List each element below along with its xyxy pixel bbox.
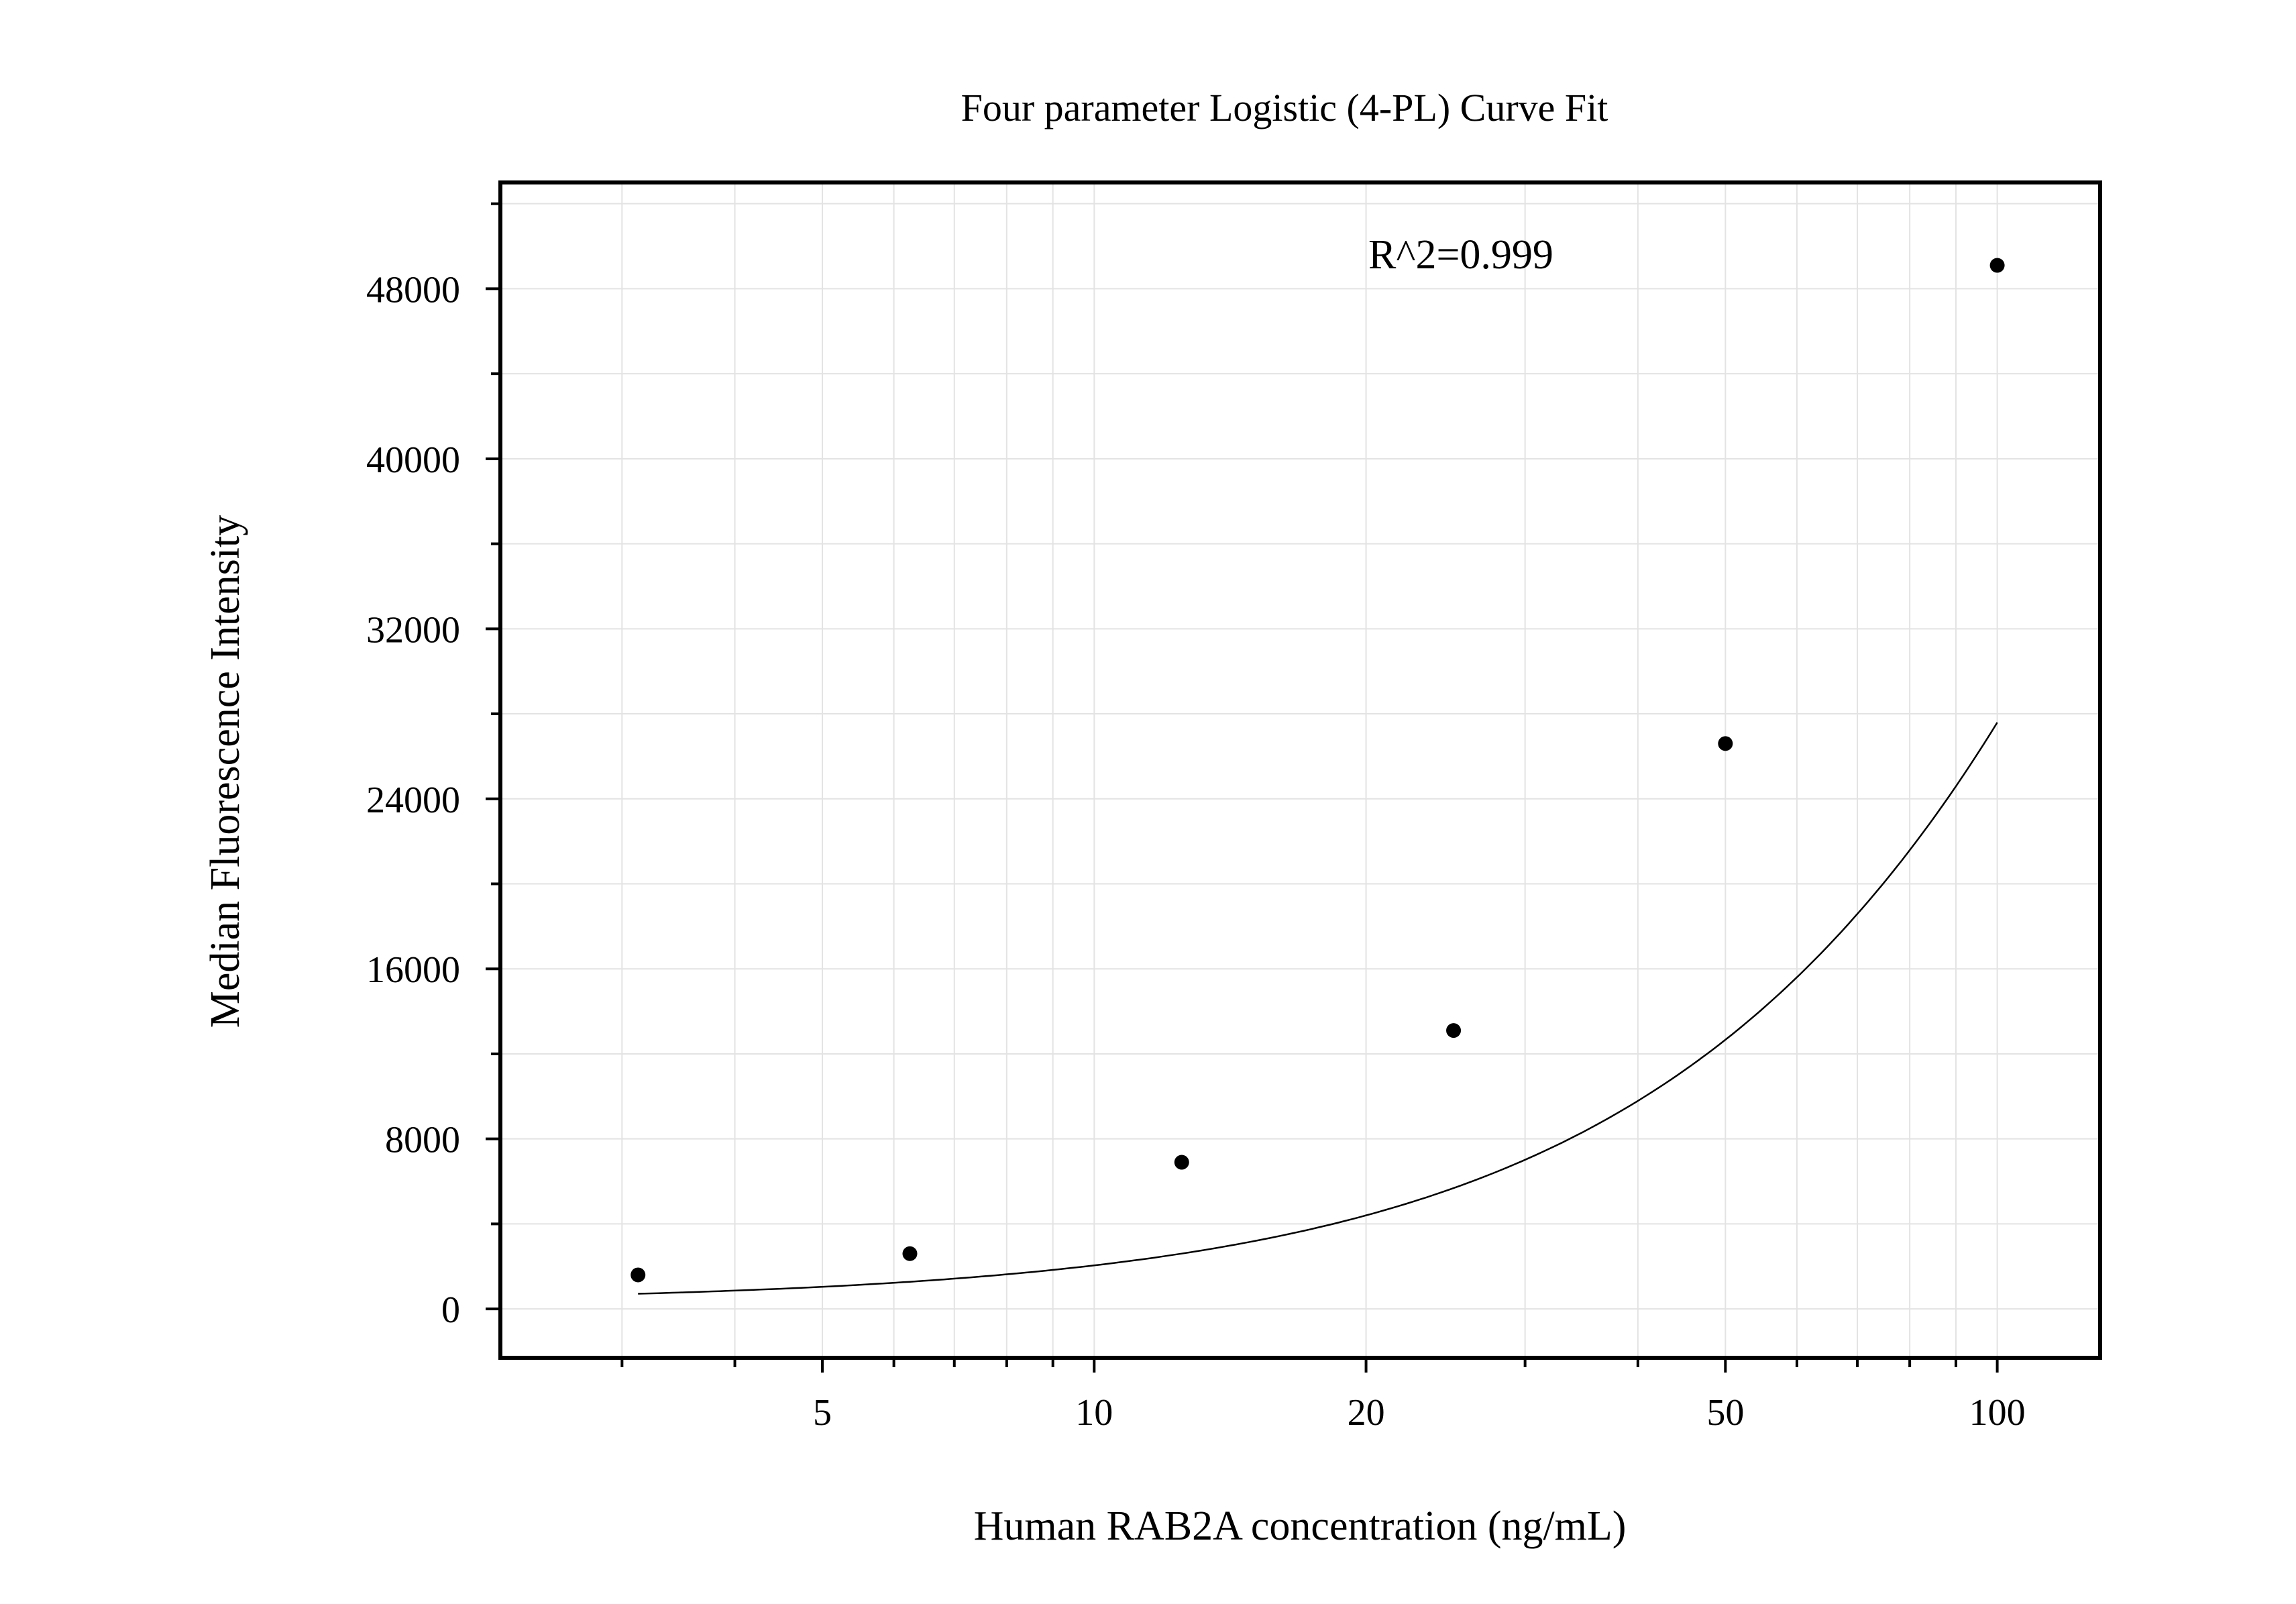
x-tick-label: 100	[1969, 1392, 2026, 1434]
y-axis-label: Median Fluorescence Intensity	[203, 515, 248, 1028]
y-tick-label: 48000	[366, 269, 460, 311]
r-squared-annotation: R^2=0.999	[1368, 232, 1553, 278]
x-tick-label: 50	[1706, 1392, 1744, 1434]
data-points	[631, 258, 2005, 1283]
chart-title: Four parameter Logistic (4-PL) Curve Fit	[961, 86, 1608, 129]
data-point	[1718, 736, 1733, 751]
data-point	[631, 1267, 646, 1283]
y-tick-label: 32000	[366, 609, 460, 651]
x-tick-label: 5	[813, 1392, 832, 1434]
x-axis-tick-labels: 5 10 20 50 100	[813, 1392, 2026, 1434]
x-tick-label: 10	[1075, 1392, 1113, 1434]
y-axis-ticks	[486, 202, 500, 1311]
data-point	[1446, 1023, 1462, 1038]
data-point	[1989, 258, 2005, 273]
x-axis-label: Human RAB2A concentration (ng/mL)	[974, 1503, 1627, 1549]
y-tick-label: 16000	[366, 949, 460, 991]
x-axis-ticks	[620, 1358, 1999, 1373]
data-point	[1174, 1155, 1189, 1170]
y-tick-label: 24000	[366, 780, 460, 821]
fit-line	[638, 722, 1998, 1295]
data-point	[902, 1246, 918, 1261]
y-tick-label: 8000	[385, 1120, 460, 1161]
x-tick-label: 20	[1348, 1392, 1385, 1434]
y-tick-label: 40000	[366, 439, 460, 481]
y-axis-tick-labels: 0 8000 16000 24000 32000 40000 48000	[366, 269, 460, 1331]
fit-curve	[638, 722, 1998, 1295]
grid-lines	[500, 182, 2100, 1358]
plot-frame	[498, 180, 2102, 1360]
y-tick-label: 0	[441, 1289, 460, 1331]
